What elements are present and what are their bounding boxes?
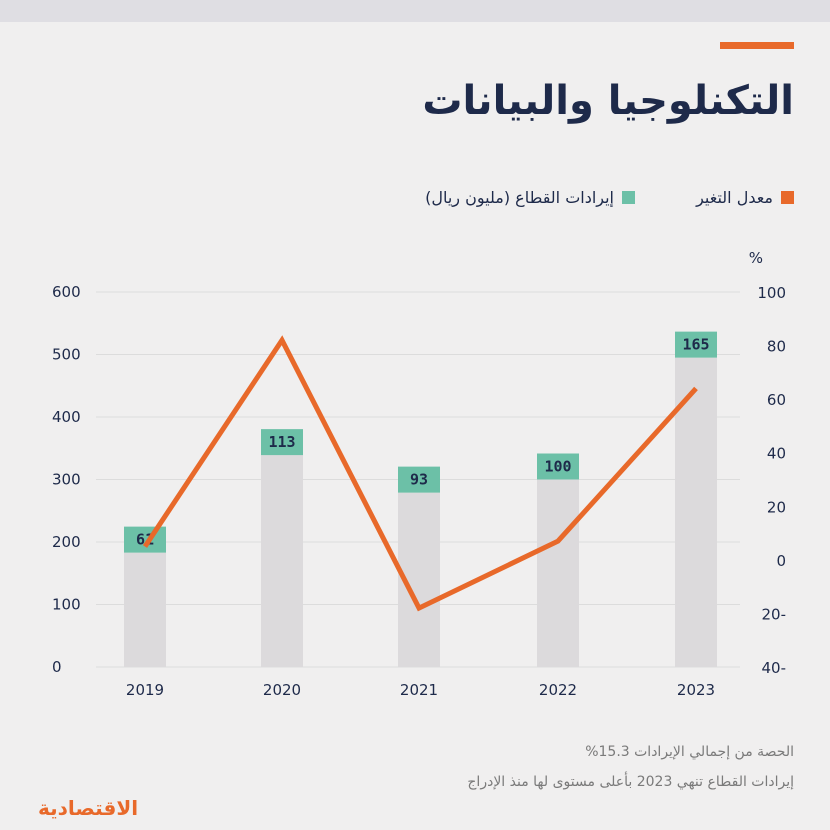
bar [124, 552, 166, 667]
bar-value-box [261, 429, 303, 456]
legend-change-label: معدل التغير [696, 188, 773, 207]
y-left-tick: 300 [52, 471, 81, 489]
y-right-tick: 0 [776, 552, 786, 570]
bar-value-label: 113 [268, 433, 295, 451]
y-left-tick: 100 [52, 596, 81, 614]
bar-value-box [124, 526, 166, 553]
y-right-unit: % [749, 249, 763, 267]
y-left-tick: 400 [52, 408, 81, 426]
legend-change-swatch [781, 191, 794, 204]
bar [537, 479, 579, 667]
bar-value-label: 100 [544, 458, 571, 476]
bar-value-label: 93 [410, 471, 428, 489]
y-right-tick: 40 [767, 445, 786, 463]
accent-bar [720, 42, 794, 49]
bar-value-box [675, 331, 717, 358]
y-left-tick: 600 [52, 283, 81, 301]
note-highest: إيرادات القطاع تنهي 2023 بأعلى مستوى لها… [467, 774, 794, 790]
y-left-tick: 0 [52, 658, 62, 676]
y-right-tick: 20- [762, 605, 787, 623]
publisher-logo: الاقتصادية [38, 796, 139, 820]
change-line [142, 335, 698, 612]
y-right-tick: 100 [757, 284, 786, 302]
legend-revenue-swatch [622, 191, 635, 204]
x-tick: 2022 [539, 681, 577, 699]
legend-change: معدل التغير [696, 188, 794, 207]
y-right-tick: 80 [767, 338, 786, 356]
y-right-tick: 40- [762, 659, 787, 677]
bar-value-label: 165 [682, 336, 709, 354]
y-left-tick: 200 [52, 533, 81, 551]
x-tick: 2019 [126, 681, 164, 699]
x-tick: 2023 [677, 681, 715, 699]
top-bar [0, 0, 830, 22]
note-share: الحصة من إجمالي الإيرادات 15.3% [585, 744, 794, 760]
page-title: التكنلوجيا والبيانات [422, 78, 794, 124]
y-right-tick: 60 [767, 391, 786, 409]
legend-revenue: إيرادات القطاع (مليون ريال) [425, 188, 635, 207]
bar [261, 455, 303, 667]
x-tick: 2021 [400, 681, 438, 699]
bar-value-box [398, 466, 440, 493]
x-tick: 2020 [263, 681, 301, 699]
legend-revenue-label: إيرادات القطاع (مليون ريال) [425, 188, 614, 207]
bar [675, 357, 717, 667]
bar-value-box [537, 453, 579, 480]
y-right-tick: 20 [767, 498, 786, 516]
y-left-tick: 500 [52, 346, 81, 364]
